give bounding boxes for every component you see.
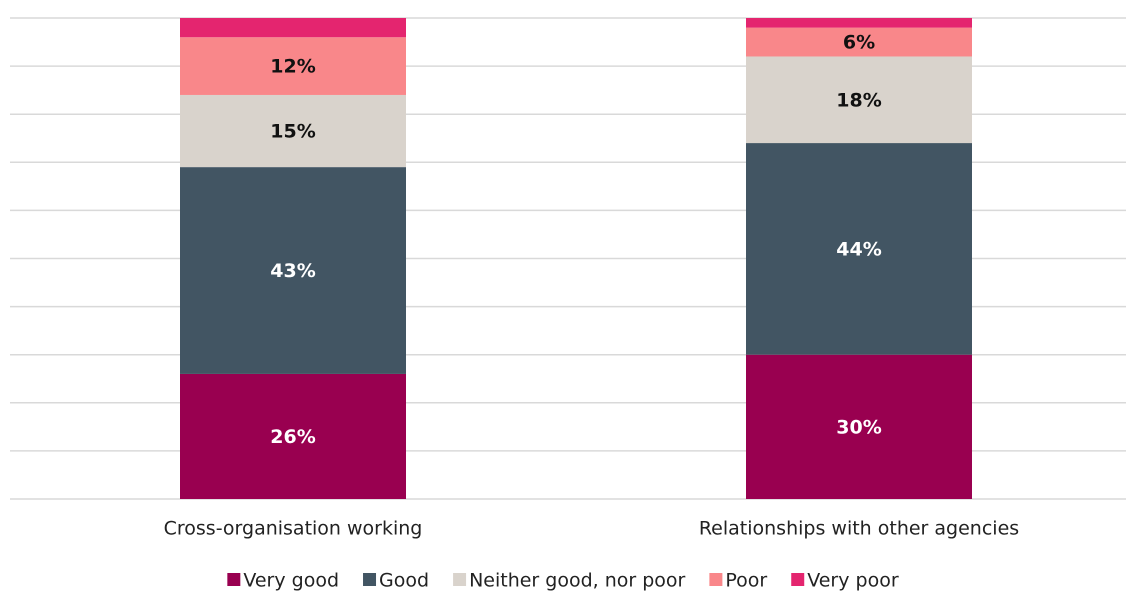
data-label: 26% <box>270 426 315 448</box>
x-tick-label: Relationships with other agencies <box>699 518 1019 540</box>
legend-label: Good <box>379 570 429 592</box>
legend-swatch <box>453 573 467 586</box>
bar-segment <box>180 94 406 168</box>
bar-segment <box>746 27 972 57</box>
data-label: 12% <box>270 56 315 78</box>
bar-segment <box>180 18 406 38</box>
data-label: 30% <box>836 416 881 438</box>
data-label: 44% <box>836 238 881 260</box>
data-label: 43% <box>270 260 315 282</box>
legend-swatch <box>709 573 723 586</box>
bar-segment <box>746 354 972 499</box>
legend-swatch <box>363 573 377 586</box>
bar-segment <box>746 18 972 28</box>
bar-segment <box>180 37 406 95</box>
data-label: 18% <box>836 89 881 111</box>
legend-label: Neither good, nor poor <box>469 570 685 592</box>
bar-segment <box>180 373 406 499</box>
legend-label: Poor <box>725 570 767 592</box>
data-label: 6% <box>843 32 875 54</box>
bar-segment <box>180 167 406 374</box>
legend-label: Very poor <box>807 570 899 592</box>
x-tick-label: Cross-organisation working <box>164 518 423 540</box>
bar-segment <box>746 56 972 144</box>
bar-segment <box>746 143 972 355</box>
legend-swatch <box>227 573 241 586</box>
legend-swatch <box>791 573 805 586</box>
data-label: 15% <box>270 121 315 143</box>
legend-label: Very good <box>243 570 339 592</box>
